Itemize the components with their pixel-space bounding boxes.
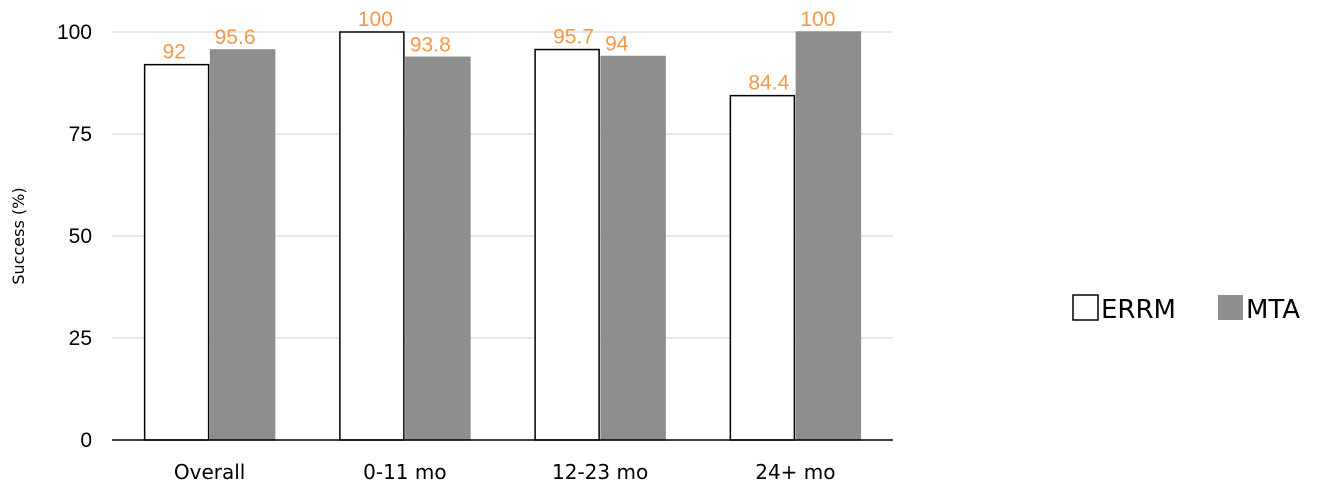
bar-mta-2 bbox=[600, 55, 666, 441]
y-tick-label-50: 50 bbox=[69, 225, 92, 248]
legend-label-errm: ERRM bbox=[1101, 295, 1176, 325]
data-label-mta-1: 93.8 bbox=[410, 33, 451, 56]
data-label-errm-2: 95.7 bbox=[553, 26, 594, 49]
legend-label-mta: MTA bbox=[1246, 295, 1300, 325]
data-label-errm-1: 100 bbox=[358, 8, 393, 31]
bar-errm-3 bbox=[729, 94, 796, 441]
category-label-3: 24+ mo bbox=[755, 460, 835, 484]
y-tick-label-0: 0 bbox=[80, 429, 92, 452]
legend-swatch-errm bbox=[1072, 294, 1099, 321]
data-label-mta-0: 95.6 bbox=[215, 26, 256, 49]
data-label-mta-3: 100 bbox=[800, 8, 835, 31]
y-axis-title: Success (%) bbox=[9, 187, 28, 284]
legend: ERRM MTA bbox=[1072, 294, 1300, 325]
bar-mta-0 bbox=[209, 49, 276, 441]
y-tick-label-100: 100 bbox=[57, 21, 92, 44]
bar-mta-1 bbox=[405, 56, 471, 441]
data-labels: 92 95.6 100 93.8 95.7 94 84.4 100 bbox=[163, 8, 836, 95]
y-tick-label-25: 25 bbox=[69, 327, 92, 350]
bars bbox=[143, 31, 862, 441]
y-tick-label-75: 75 bbox=[69, 123, 92, 146]
legend-swatch-mta bbox=[1218, 295, 1243, 320]
category-label-2: 12-23 mo bbox=[552, 460, 648, 484]
bar-mta-3 bbox=[795, 31, 862, 441]
bar-errm-2 bbox=[534, 48, 600, 441]
data-label-errm-3: 84.4 bbox=[748, 72, 789, 95]
x-axis-categories: Overall 0-11 mo 12-23 mo 24+ mo bbox=[174, 460, 836, 484]
bar-errm-0 bbox=[143, 63, 210, 441]
data-label-errm-0: 92 bbox=[163, 41, 186, 64]
category-label-0: Overall bbox=[174, 460, 245, 484]
data-label-mta-2: 94 bbox=[605, 32, 629, 55]
category-label-1: 0-11 mo bbox=[363, 460, 446, 484]
bar-errm-1 bbox=[339, 31, 405, 441]
y-axis-ticks: 0 25 50 75 100 bbox=[57, 21, 92, 452]
